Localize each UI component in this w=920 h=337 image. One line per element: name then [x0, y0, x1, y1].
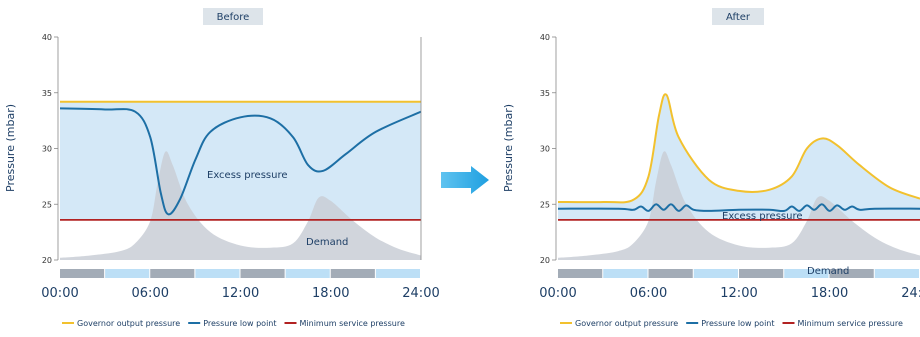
legend-entry: Minimum service pressure [300, 319, 405, 328]
demand-label: Demand [807, 266, 849, 277]
y-tick-label: 20 [540, 256, 550, 265]
x-tick-label: 12:00 [720, 286, 757, 301]
governor-output-pressure-line [558, 93, 920, 204]
y-tick-label: 20 [42, 256, 52, 265]
time-band-segment [603, 269, 648, 278]
time-band-segment [693, 269, 738, 278]
x-tick-label: 12:00 [222, 286, 259, 301]
x-tick-label: 00:00 [539, 286, 576, 301]
time-band-segment [285, 269, 330, 278]
y-axis-label: Pressure (mbar) [4, 104, 17, 192]
time-band-segment [375, 269, 420, 278]
x-tick-label: 06:00 [132, 286, 169, 301]
time-band-segment [195, 269, 240, 278]
excess-pressure-area [60, 101, 421, 220]
legend-entry: Pressure low point [701, 319, 774, 328]
legend-entry: Minimum service pressure [798, 319, 903, 328]
time-band-segment [240, 269, 285, 278]
demand-area [60, 151, 421, 260]
time-band-segment [874, 269, 919, 278]
time-band-segment [558, 269, 603, 278]
y-tick-label: 25 [42, 200, 52, 209]
legend-entry: Governor output pressure [575, 319, 678, 328]
chart-title-box [203, 8, 263, 25]
y-tick-label: 35 [42, 89, 52, 98]
excess-pressure-label: Excess pressure [207, 170, 288, 181]
chart-before: Before Pressure (mbar) 20 25 30 35 40 00:00 0… [4, 8, 440, 328]
y-tick-label: 35 [540, 89, 550, 98]
y-axis-label: Pressure (mbar) [502, 104, 515, 192]
excess-pressure-label: Excess pressure [722, 211, 803, 222]
chart-title: After [726, 12, 751, 23]
legend-entry: Governor output pressure [77, 319, 180, 328]
x-tick-label: 18:00 [312, 286, 349, 301]
x-tick-label: 06:00 [630, 286, 667, 301]
time-band-segment [739, 269, 784, 278]
time-band-segment [784, 269, 829, 278]
x-tick-label: 00:00 [41, 286, 78, 301]
y-tick-label: 30 [540, 145, 550, 154]
chart-title: Before [217, 12, 250, 23]
chart-title-box [712, 8, 764, 25]
x-tick-label: 18:00 [811, 286, 848, 301]
y-tick-label: 40 [42, 33, 52, 42]
time-band-segment [330, 269, 375, 278]
excess-pressure-area [558, 94, 920, 220]
time-band-segment [150, 269, 195, 278]
x-tick-label: 24:00 [402, 286, 439, 301]
x-tick-label: 24:00 [901, 286, 920, 301]
chart-after: After Pressure (mbar) 20 25 30 35 40 00:00 06… [502, 8, 920, 328]
legend-entry: Pressure low point [203, 319, 276, 328]
time-band-segment [648, 269, 693, 278]
arrow-right-icon [441, 166, 489, 194]
pressure-low-point-line [60, 107, 421, 216]
time-band-segment [60, 269, 105, 278]
demand-label: Demand [306, 237, 348, 248]
time-band-segment [105, 269, 150, 278]
y-tick-label: 30 [42, 145, 52, 154]
y-tick-label: 25 [540, 200, 550, 209]
time-band-segment [829, 269, 874, 278]
y-tick-label: 40 [540, 33, 550, 42]
demand-area [558, 151, 920, 260]
pressure-low-point-line [558, 203, 920, 213]
